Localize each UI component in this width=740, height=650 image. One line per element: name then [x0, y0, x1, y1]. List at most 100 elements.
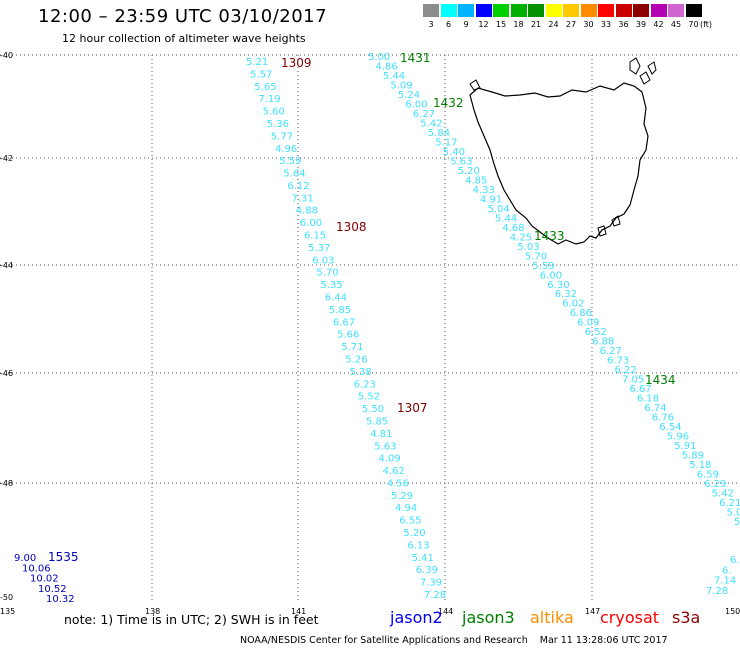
legend-label: 15	[495, 20, 507, 29]
swh-value: 5.20	[403, 528, 425, 539]
legend-swatch	[475, 4, 492, 17]
swh-value: 7.28	[706, 586, 728, 597]
island	[611, 215, 621, 227]
lon-tick-label: 135	[0, 607, 15, 616]
pass-number: 1307	[397, 401, 428, 415]
lat-tick-label: -46	[0, 369, 13, 378]
swh-value: 5.59	[279, 156, 301, 167]
swh-value: 5.36	[267, 119, 289, 130]
swh-value: 5.18	[689, 460, 711, 471]
legend-label: 39	[635, 20, 647, 29]
legend-label: 3	[428, 20, 434, 29]
map-title: 12:00 – 23:59 UTC 03/10/2017	[38, 6, 328, 27]
swh-value: 6.02	[562, 299, 584, 310]
swh-value: 7.31	[292, 193, 314, 204]
legend-label: 6	[445, 20, 452, 29]
legend-label: 33	[600, 20, 612, 29]
swh-value: 5.37	[308, 243, 330, 254]
swh-value: 5.57	[250, 69, 272, 80]
satellite-name: s3a	[672, 608, 701, 627]
legend-swatch	[615, 4, 632, 17]
swh-value: 4.81	[370, 429, 392, 440]
swh-value: 6.22	[615, 365, 637, 376]
swh-value: 5.70	[316, 268, 338, 279]
lat-lon-grid	[0, 54, 740, 600]
legend-swatch	[493, 4, 509, 17]
legend-swatch	[633, 4, 649, 17]
swh-value: 4.86	[376, 62, 398, 73]
swh-value: 6.52	[585, 327, 607, 338]
pass-number: 1308	[336, 220, 367, 234]
swh-value: 5.04	[488, 204, 510, 215]
pass-number: 1432	[433, 96, 464, 110]
credit-line: NOAA/NESDIS Center for Satellite Applica…	[240, 635, 668, 646]
swh-value: 4.56	[387, 478, 409, 489]
swh-value: 5.44	[495, 213, 517, 224]
legend-swatch	[440, 4, 457, 17]
legend-swatch	[563, 4, 579, 17]
swh-value: 6.74	[644, 403, 666, 414]
swh-value: 6.54	[659, 422, 681, 433]
swh-value: 5.52	[358, 392, 380, 403]
pass-number: 1309	[281, 56, 312, 70]
swh-value: 6.67	[629, 384, 651, 395]
tasmania-mainland	[469, 82, 649, 245]
swh-value: 7.19	[258, 94, 280, 105]
swh-value: 6.12	[287, 181, 309, 192]
satellite-name: altika	[530, 608, 574, 627]
lon-tick-label: 138	[145, 607, 160, 616]
swh-value: 4.33	[473, 185, 495, 196]
pass-number: 1535	[48, 550, 79, 564]
swh-value: 4.62	[383, 466, 405, 477]
swh-value: 5	[734, 517, 740, 528]
swh-value: 6.29	[704, 479, 726, 490]
lat-tick-label: -40	[0, 51, 13, 60]
legend-label: 42	[653, 20, 664, 29]
swh-value: 4.94	[395, 503, 417, 514]
swh-value: 6.88	[592, 337, 614, 348]
legend-label: 24	[548, 20, 559, 29]
swh-value: 4.85	[465, 175, 487, 186]
legend-swatch	[685, 4, 702, 17]
swh-value: 6.39	[416, 565, 438, 576]
swh-value: 6.27	[413, 109, 435, 120]
legend-swatch	[668, 4, 684, 17]
legend-label: 30	[583, 20, 594, 29]
swh-value: 5.41	[412, 553, 434, 564]
swh-value: 6.00	[300, 218, 322, 229]
swh-value: 5.50	[362, 404, 384, 415]
swh-value: 10.06	[22, 563, 51, 574]
legend-swatch	[510, 4, 527, 17]
swh-value: 6.	[730, 555, 740, 566]
swh-value: 5.42	[712, 489, 734, 500]
swh-value: 4.96	[275, 144, 297, 155]
swh-value: 6.55	[399, 516, 421, 527]
satellite-name: cryosat	[600, 608, 660, 627]
lat-tick-label: -48	[0, 479, 13, 488]
lat-tick-label: -44	[0, 261, 13, 270]
legend-label: 18	[513, 20, 524, 29]
swh-value: 5.21	[246, 57, 268, 68]
swh-value: 5.09	[390, 81, 412, 92]
legend-swatch	[458, 4, 474, 17]
swh-value: 5.40	[443, 147, 465, 158]
swh-value: 5.00	[368, 52, 390, 63]
legend-swatch	[423, 4, 439, 17]
swh-value: 5.63	[374, 441, 396, 452]
lon-tick-label: 144	[438, 607, 453, 616]
tasmania-coastline	[469, 57, 657, 245]
legend-swatch	[650, 4, 667, 17]
swh-value: 4.68	[502, 223, 524, 234]
swh-value: 5.70	[525, 251, 547, 262]
swh-value: 6.67	[333, 317, 355, 328]
swh-value: 6.73	[607, 356, 629, 367]
swh-value: 6.15	[304, 231, 326, 242]
swh-value: 6.30	[547, 280, 569, 291]
lat-tick-label: -42	[0, 154, 13, 163]
swh-value: 5.29	[391, 491, 413, 502]
island	[469, 79, 481, 91]
swh-value: 4.91	[480, 194, 502, 205]
island	[597, 225, 607, 237]
island	[647, 61, 657, 75]
